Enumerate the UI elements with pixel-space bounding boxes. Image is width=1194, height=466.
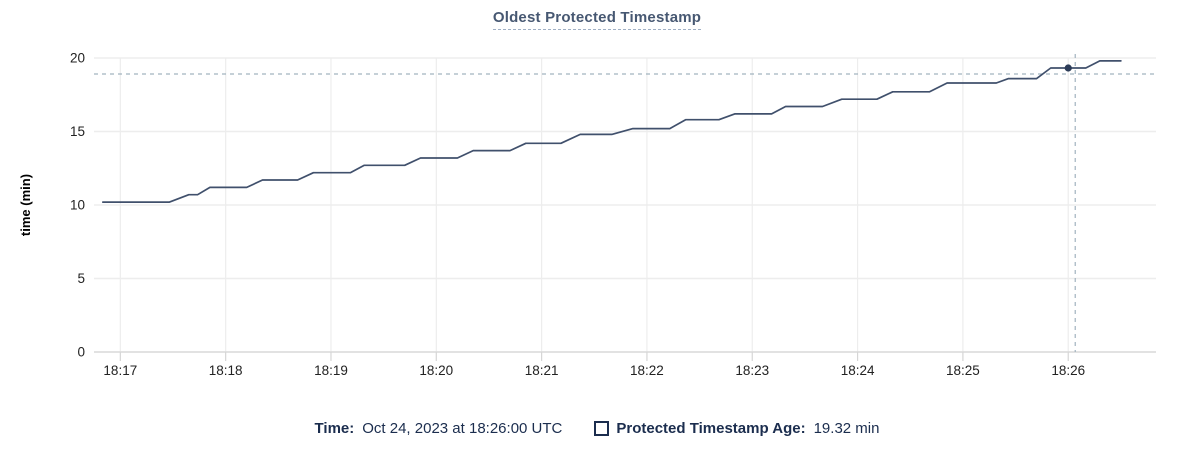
legend-series-value: 19.32 min xyxy=(813,420,880,437)
x-tick-label: 18:20 xyxy=(419,363,453,378)
chart-title[interactable]: Oldest Protected Timestamp xyxy=(492,9,702,30)
legend-series-label: Protected Timestamp Age: xyxy=(616,420,806,437)
x-tick-label: 18:19 xyxy=(314,363,348,378)
y-tick-label: 15 xyxy=(70,124,85,139)
x-tick-label: 18:18 xyxy=(209,363,243,378)
x-tick-label: 18:26 xyxy=(1051,363,1085,378)
legend-time-value: Oct 24, 2023 at 18:26:00 UTC xyxy=(362,420,563,437)
timeseries-chart[interactable]: 0 5 10 15 20 18:17 18:18 18:19 18:20 18:21 18:22 18… xyxy=(0,0,1194,400)
x-tick-label: 18:23 xyxy=(735,363,769,378)
x-tick-label: 18:22 xyxy=(630,363,664,378)
legend-series-group[interactable]: Protected Timestamp Age: 19.32 min xyxy=(594,420,879,437)
legend-time-group: Time: Oct 24, 2023 at 18:26:00 UTC xyxy=(315,420,563,437)
x-tick-label: 18:24 xyxy=(841,363,875,378)
hover-point-dot xyxy=(1064,64,1072,72)
chart-title-row: Oldest Protected Timestamp xyxy=(0,9,1194,30)
y-tick-label: 10 xyxy=(70,198,85,213)
x-tick-label: 18:25 xyxy=(946,363,980,378)
x-tick-label: 18:21 xyxy=(525,363,559,378)
y-tick-label: 20 xyxy=(70,51,85,66)
series-checkbox-icon[interactable] xyxy=(594,421,610,436)
series-line xyxy=(101,60,1122,203)
x-tick-label: 18:17 xyxy=(103,363,137,378)
y-tick-label: 0 xyxy=(77,345,85,360)
chart-legend: Time: Oct 24, 2023 at 18:26:00 UTC Prote… xyxy=(0,420,1194,437)
y-axis-title: time (min) xyxy=(18,174,33,236)
legend-time-label: Time: xyxy=(314,420,355,437)
y-tick-label: 5 xyxy=(77,271,85,286)
